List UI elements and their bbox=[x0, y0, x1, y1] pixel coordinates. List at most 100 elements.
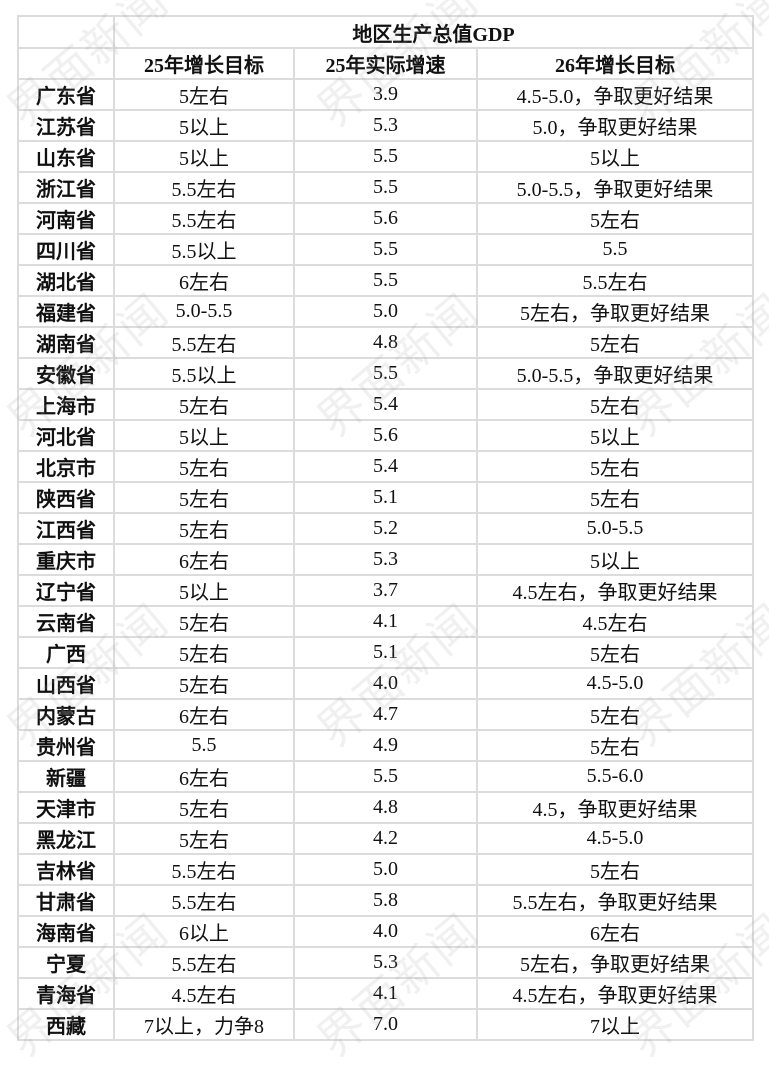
cell-target-2025: 5.5左右 bbox=[113, 853, 295, 886]
cell-region: 湖南省 bbox=[17, 326, 115, 359]
cell-target-2026: 4.5左右，争取更好结果 bbox=[475, 574, 755, 607]
cell-region: 湖北省 bbox=[17, 264, 115, 297]
cell-region: 上海市 bbox=[17, 388, 115, 421]
cell-actual-2025: 5.8 bbox=[293, 884, 478, 917]
cell-actual-2025: 4.0 bbox=[293, 915, 478, 948]
cell-actual-2025: 5.3 bbox=[293, 543, 478, 576]
cell-region: 陕西省 bbox=[17, 481, 115, 514]
cell-actual-2025: 4.1 bbox=[293, 605, 478, 638]
cell-target-2026: 5左右 bbox=[475, 853, 755, 886]
table-row: 山西省 5左右 4.0 4.5-5.0 bbox=[17, 667, 755, 700]
table-row: 宁夏 5.5左右 5.3 5左右，争取更好结果 bbox=[17, 946, 755, 979]
cell-target-2026: 5左右 bbox=[475, 388, 755, 421]
cell-region: 青海省 bbox=[17, 977, 115, 1010]
group-header-row: 地区生产总值GDP bbox=[17, 15, 755, 49]
cell-target-2025: 6左右 bbox=[113, 760, 295, 793]
cell-target-2025: 5左右 bbox=[113, 450, 295, 483]
cell-target-2026: 4.5-5.0，争取更好结果 bbox=[475, 78, 755, 111]
cell-target-2026: 5以上 bbox=[475, 140, 755, 173]
cell-target-2025: 5以上 bbox=[113, 574, 295, 607]
cell-target-2025: 5左右 bbox=[113, 667, 295, 700]
cell-actual-2025: 4.1 bbox=[293, 977, 478, 1010]
table-row: 天津市 5左右 4.8 4.5，争取更好结果 bbox=[17, 791, 755, 824]
cell-target-2026: 4.5-5.0 bbox=[475, 822, 755, 855]
cell-target-2026: 5以上 bbox=[475, 419, 755, 452]
cell-target-2025: 6左右 bbox=[113, 543, 295, 576]
cell-target-2026: 4.5-5.0 bbox=[475, 667, 755, 700]
table-row: 山东省 5以上 5.5 5以上 bbox=[17, 140, 755, 173]
gdp-targets-table: 地区生产总值GDP 25年增长目标 25年实际增速 26年增长目标 广东省 5左右… bbox=[17, 15, 755, 1041]
cell-target-2026: 5.0-5.5 bbox=[475, 512, 755, 545]
cell-region: 海南省 bbox=[17, 915, 115, 948]
table-row: 河北省 5以上 5.6 5以上 bbox=[17, 419, 755, 452]
cell-region: 重庆市 bbox=[17, 543, 115, 576]
cell-region: 贵州省 bbox=[17, 729, 115, 762]
cell-target-2026: 5左右 bbox=[475, 729, 755, 762]
cell-target-2025: 5左右 bbox=[113, 78, 295, 111]
table-row: 浙江省 5.5左右 5.5 5.0-5.5，争取更好结果 bbox=[17, 171, 755, 204]
cell-actual-2025: 5.3 bbox=[293, 946, 478, 979]
cell-target-2025: 6左右 bbox=[113, 698, 295, 731]
cell-target-2025: 5以上 bbox=[113, 140, 295, 173]
cell-actual-2025: 3.9 bbox=[293, 78, 478, 111]
column-header-region bbox=[17, 47, 115, 80]
cell-target-2025: 5左右 bbox=[113, 388, 295, 421]
cell-target-2026: 5.0，争取更好结果 bbox=[475, 109, 755, 142]
cell-region: 江苏省 bbox=[17, 109, 115, 142]
cell-target-2025: 5以上 bbox=[113, 419, 295, 452]
cell-region: 黑龙江 bbox=[17, 822, 115, 855]
cell-actual-2025: 5.5 bbox=[293, 357, 478, 390]
cell-target-2026: 4.5左右 bbox=[475, 605, 755, 638]
cell-target-2025: 6左右 bbox=[113, 264, 295, 297]
table-row: 四川省 5.5以上 5.5 5.5 bbox=[17, 233, 755, 266]
cell-actual-2025: 5.4 bbox=[293, 388, 478, 421]
cell-region: 辽宁省 bbox=[17, 574, 115, 607]
cell-region: 云南省 bbox=[17, 605, 115, 638]
cell-target-2025: 5左右 bbox=[113, 512, 295, 545]
cell-target-2025: 5左右 bbox=[113, 636, 295, 669]
table-row: 新疆 6左右 5.5 5.5-6.0 bbox=[17, 760, 755, 793]
cell-region: 内蒙古 bbox=[17, 698, 115, 731]
cell-target-2026: 5左右 bbox=[475, 450, 755, 483]
table-row: 贵州省 5.5 4.9 5左右 bbox=[17, 729, 755, 762]
table-row: 陕西省 5左右 5.1 5左右 bbox=[17, 481, 755, 514]
cell-target-2026: 5.5-6.0 bbox=[475, 760, 755, 793]
cell-target-2025: 5左右 bbox=[113, 791, 295, 824]
cell-region: 山西省 bbox=[17, 667, 115, 700]
table-row: 北京市 5左右 5.4 5左右 bbox=[17, 450, 755, 483]
cell-actual-2025: 4.0 bbox=[293, 667, 478, 700]
table-row: 江苏省 5以上 5.3 5.0，争取更好结果 bbox=[17, 109, 755, 142]
column-header-25-target: 25年增长目标 bbox=[113, 47, 295, 80]
cell-target-2025: 5左右 bbox=[113, 605, 295, 638]
cell-target-2026: 4.5，争取更好结果 bbox=[475, 791, 755, 824]
cell-actual-2025: 4.8 bbox=[293, 791, 478, 824]
table-row: 湖南省 5.5左右 4.8 5左右 bbox=[17, 326, 755, 359]
cell-actual-2025: 5.6 bbox=[293, 419, 478, 452]
cell-actual-2025: 5.5 bbox=[293, 264, 478, 297]
table-row: 福建省 5.0-5.5 5.0 5左右，争取更好结果 bbox=[17, 295, 755, 328]
cell-region: 西藏 bbox=[17, 1008, 115, 1041]
cell-target-2026: 5左右，争取更好结果 bbox=[475, 295, 755, 328]
column-header-26-target: 26年增长目标 bbox=[475, 47, 755, 80]
cell-region: 四川省 bbox=[17, 233, 115, 266]
header-empty-cell bbox=[17, 15, 115, 49]
cell-target-2026: 5以上 bbox=[475, 543, 755, 576]
cell-region: 浙江省 bbox=[17, 171, 115, 204]
cell-region: 北京市 bbox=[17, 450, 115, 483]
table-row: 重庆市 6左右 5.3 5以上 bbox=[17, 543, 755, 576]
cell-target-2026: 5左右 bbox=[475, 326, 755, 359]
table-row: 甘肃省 5.5左右 5.8 5.5左右，争取更好结果 bbox=[17, 884, 755, 917]
table-row: 吉林省 5.5左右 5.0 5左右 bbox=[17, 853, 755, 886]
table-row: 广西 5左右 5.1 5左右 bbox=[17, 636, 755, 669]
cell-target-2026: 4.5左右，争取更好结果 bbox=[475, 977, 755, 1010]
cell-actual-2025: 4.9 bbox=[293, 729, 478, 762]
cell-actual-2025: 4.2 bbox=[293, 822, 478, 855]
cell-region: 甘肃省 bbox=[17, 884, 115, 917]
cell-actual-2025: 5.1 bbox=[293, 481, 478, 514]
cell-target-2026: 5左右 bbox=[475, 636, 755, 669]
cell-actual-2025: 5.0 bbox=[293, 295, 478, 328]
cell-region: 广东省 bbox=[17, 78, 115, 111]
cell-actual-2025: 4.7 bbox=[293, 698, 478, 731]
cell-target-2025: 5以上 bbox=[113, 109, 295, 142]
cell-target-2025: 5左右 bbox=[113, 822, 295, 855]
